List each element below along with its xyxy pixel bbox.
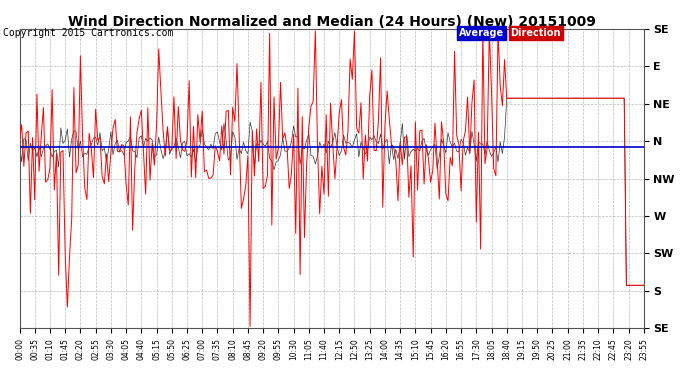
Text: Direction: Direction	[511, 28, 561, 38]
Text: Average: Average	[459, 28, 504, 38]
Title: Wind Direction Normalized and Median (24 Hours) (New) 20151009: Wind Direction Normalized and Median (24…	[68, 15, 595, 29]
Text: Copyright 2015 Cartronics.com: Copyright 2015 Cartronics.com	[3, 28, 174, 38]
